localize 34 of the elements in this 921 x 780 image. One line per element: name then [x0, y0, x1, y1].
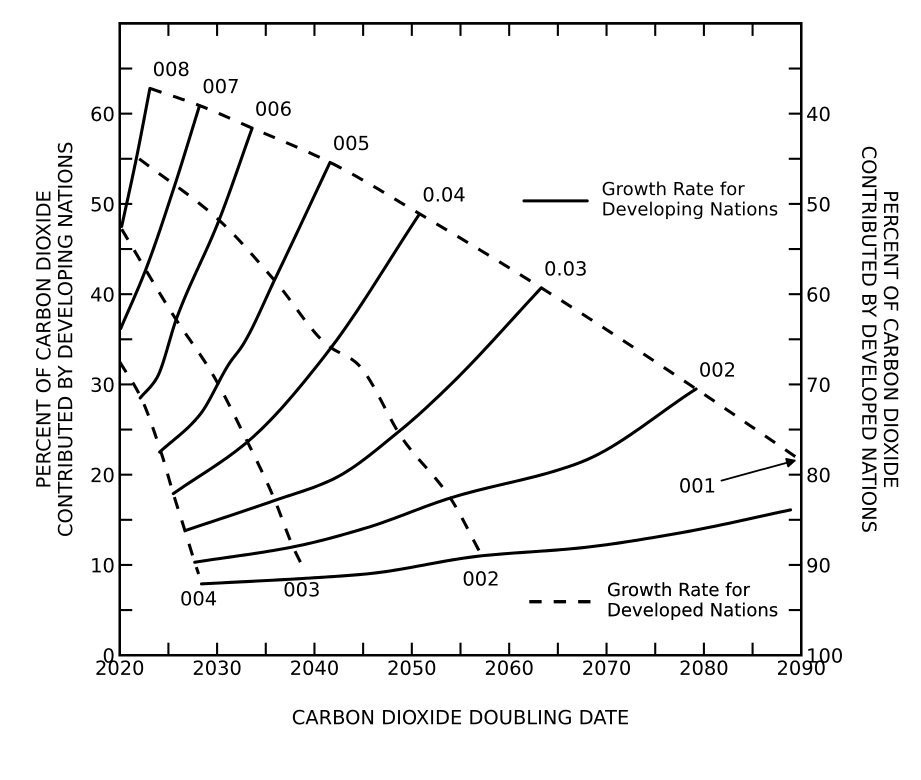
annotation: 0.04 [424, 187, 465, 202]
y-tick-label: 30 [92, 377, 114, 392]
y-tick-label: 60 [91, 106, 114, 122]
y2-tick-label: 70 [808, 377, 830, 392]
annotation: 006 [256, 101, 291, 116]
annotation: 002 [464, 571, 498, 586]
y2-tick-label: 90 [807, 558, 830, 573]
x-tick-label: 2060 [486, 660, 533, 676]
y-axis-title: PERCENT OF CARBON DIOXIDE CONTRIBUTED BY DEVELOPING NATIONS [36, 142, 72, 536]
y2-tick-label: 60 [807, 287, 830, 302]
annotation: 004 [181, 590, 216, 606]
annotation: 001 [680, 478, 714, 493]
y2-tick-label: 40 [807, 106, 830, 122]
y-tick-label: 40 [91, 287, 114, 302]
x-tick-label: 2070 [583, 660, 630, 676]
x-tick-label: 2030 [194, 660, 241, 676]
x-tick-label: 2080 [680, 660, 728, 676]
y2-tick-label: 80 [807, 468, 830, 482]
x-tick-label: 2040 [291, 660, 338, 676]
y-tick-label: 10 [92, 558, 114, 573]
y-tick-label: 20 [92, 468, 114, 482]
y-tick-label: 50 [92, 196, 114, 212]
x-tick-label: 2050 [388, 660, 436, 676]
annotation: 0.03 [545, 261, 586, 276]
legend-label: Growth Rate for Developing Nations [602, 181, 778, 220]
annotation: 003 [284, 582, 319, 597]
annotation: 008 [154, 62, 188, 76]
y2-tick-label: 50 [808, 196, 830, 212]
annotation: 005 [334, 136, 368, 150]
annotation: 002 [700, 362, 734, 377]
y2-axis-title: PERCENT OF CARBON DIOXIDE CONTRIBUTED BY DEVELOPED NATIONS [862, 146, 898, 532]
x-axis-title: CARBON DIOXIDE DOUBLING DATE [292, 710, 628, 724]
legend-label: Growth Rate for Developed Nations [608, 582, 778, 620]
annotation: 007 [204, 78, 238, 94]
